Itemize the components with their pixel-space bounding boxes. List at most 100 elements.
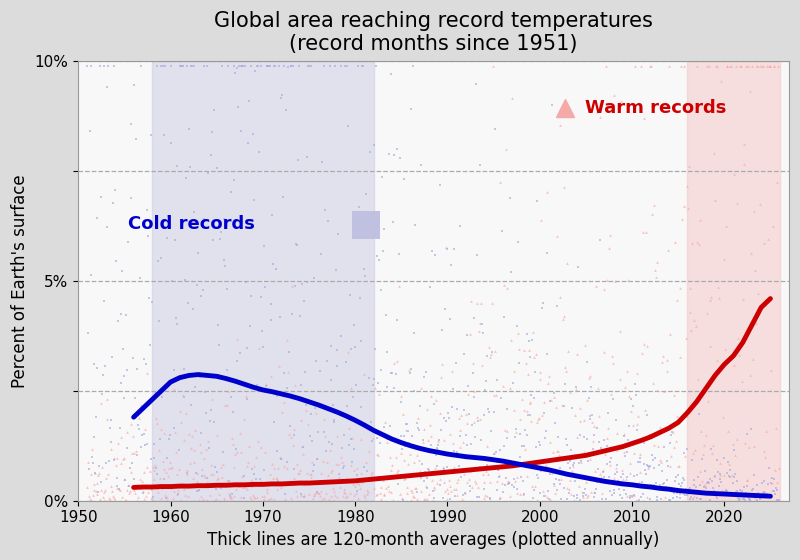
- Point: [158, 429, 170, 438]
- Point: [761, 296, 774, 305]
- Point: [326, 400, 339, 409]
- Point: [383, 422, 396, 431]
- Point: [599, 62, 612, 71]
- Point: [362, 373, 375, 382]
- Point: [256, 492, 269, 501]
- Point: [318, 431, 331, 440]
- Point: [525, 417, 538, 426]
- Point: [505, 268, 518, 277]
- Point: [481, 351, 494, 360]
- Point: [744, 496, 757, 505]
- Point: [304, 62, 317, 71]
- Point: [703, 295, 716, 304]
- Point: [273, 362, 286, 371]
- Point: [253, 147, 266, 156]
- Point: [194, 291, 207, 300]
- Point: [667, 489, 680, 498]
- Point: [386, 368, 398, 377]
- Point: [260, 484, 273, 493]
- Point: [302, 62, 314, 71]
- Point: [116, 267, 129, 276]
- Point: [305, 470, 318, 479]
- Point: [272, 464, 285, 473]
- Point: [402, 459, 414, 468]
- Point: [554, 292, 567, 301]
- Point: [733, 350, 746, 359]
- Point: [516, 477, 529, 486]
- Point: [567, 492, 580, 501]
- Point: [586, 436, 599, 445]
- Point: [531, 197, 544, 206]
- Point: [702, 62, 715, 71]
- Point: [250, 493, 263, 502]
- Point: [234, 428, 246, 437]
- Point: [183, 458, 196, 467]
- Point: [191, 476, 204, 485]
- Point: [747, 489, 760, 498]
- Point: [398, 474, 411, 483]
- Point: [390, 316, 403, 325]
- Point: [726, 489, 738, 498]
- Point: [310, 454, 323, 463]
- Point: [110, 460, 122, 469]
- Point: [292, 156, 305, 165]
- Point: [310, 455, 323, 464]
- Point: [682, 162, 695, 171]
- Point: [634, 468, 647, 477]
- Point: [646, 209, 658, 218]
- Point: [431, 462, 444, 471]
- Point: [211, 468, 224, 477]
- Point: [346, 458, 358, 466]
- Point: [400, 419, 413, 428]
- Point: [382, 486, 395, 495]
- Point: [622, 422, 635, 431]
- Point: [502, 477, 514, 486]
- Point: [734, 488, 746, 497]
- Point: [581, 493, 594, 502]
- Point: [266, 259, 279, 268]
- Point: [471, 250, 484, 259]
- Point: [480, 461, 493, 470]
- Point: [228, 463, 241, 472]
- Point: [758, 452, 771, 461]
- Point: [650, 492, 663, 501]
- Point: [284, 62, 297, 71]
- Point: [240, 461, 253, 470]
- Point: [719, 221, 732, 230]
- Point: [397, 496, 410, 505]
- Point: [542, 371, 555, 380]
- Point: [654, 483, 667, 492]
- Point: [313, 488, 326, 497]
- Point: [715, 486, 728, 495]
- Point: [210, 164, 223, 172]
- Point: [135, 443, 148, 452]
- Point: [421, 474, 434, 483]
- Point: [602, 473, 615, 482]
- Point: [315, 468, 328, 477]
- Point: [725, 62, 738, 71]
- Point: [287, 424, 300, 433]
- Point: [657, 424, 670, 433]
- Point: [349, 342, 362, 351]
- Point: [131, 480, 144, 489]
- Point: [593, 412, 606, 421]
- Point: [746, 485, 759, 494]
- Point: [514, 430, 526, 438]
- Point: [530, 443, 542, 452]
- Point: [216, 62, 229, 71]
- Point: [359, 458, 372, 466]
- Point: [214, 462, 227, 471]
- Point: [587, 422, 600, 431]
- Point: [143, 466, 156, 475]
- Point: [515, 459, 528, 468]
- Point: [621, 473, 634, 482]
- Point: [556, 456, 569, 465]
- Point: [512, 237, 525, 246]
- Point: [163, 431, 176, 440]
- Point: [363, 148, 376, 157]
- Point: [325, 376, 338, 385]
- Point: [328, 487, 341, 496]
- Point: [570, 382, 582, 391]
- Point: [90, 478, 103, 487]
- Point: [759, 492, 772, 501]
